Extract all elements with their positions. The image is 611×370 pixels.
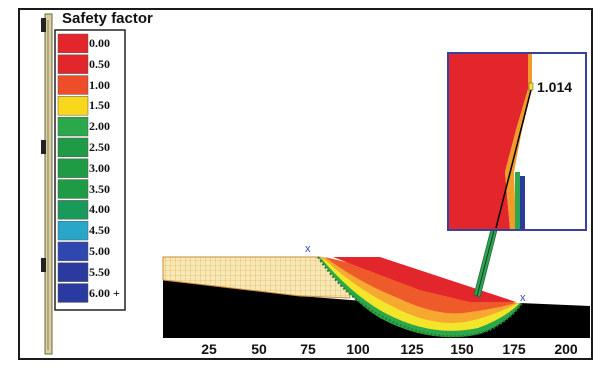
legend-label: 3.50 (89, 181, 110, 196)
legend-swatch (57, 54, 89, 74)
legend-label: 1.50 (89, 98, 110, 113)
legend-label: 5.50 (89, 264, 110, 279)
legend-title: Safety factor (62, 10, 153, 27)
legend-swatch (57, 283, 89, 303)
legend-label: 4.50 (89, 223, 110, 238)
vertical-ruler (41, 13, 53, 355)
legend-swatch (57, 137, 89, 158)
legend-swatch (57, 33, 89, 54)
legend-label: 1.00 (89, 77, 110, 92)
x-tick-label: 100 (346, 341, 370, 357)
legend-panel (54, 29, 126, 311)
toe-marker-icon: x (520, 292, 526, 304)
legend-label: 5.00 (89, 244, 110, 258)
legend-swatch (57, 220, 89, 241)
legend-label: 0.50 (89, 56, 110, 71)
x-tick-label: 50 (251, 341, 267, 357)
legend-swatch (57, 179, 89, 199)
legend-swatch (57, 262, 89, 282)
x-tick-label: 200 (554, 341, 578, 357)
legend-swatch (57, 96, 89, 116)
x-tick-label: 25 (201, 341, 217, 357)
legend-label: 0.00 (89, 36, 110, 50)
x-tick-label: 175 (502, 341, 526, 357)
x-tick-label: 150 (450, 341, 474, 357)
legend-label: 6.00 + (89, 285, 120, 300)
crest-marker-icon: x (305, 243, 311, 255)
safety-factor-value: 1.014 (537, 79, 573, 95)
legend-label: 4.00 (89, 202, 110, 217)
legend-swatch (57, 75, 89, 95)
legend-swatch (57, 116, 89, 137)
legend-label: 2.50 (89, 140, 110, 154)
zoom-inset (447, 52, 587, 231)
failure-wedge (333, 257, 516, 302)
legend-swatch (57, 241, 89, 262)
x-tick-label: 125 (400, 341, 424, 357)
legend-label: 3.00 (89, 160, 110, 175)
legend-swatch (57, 158, 89, 178)
slip-surface (317, 256, 523, 338)
x-tick-label: 75 (300, 341, 316, 357)
legend-label: 2.00 (89, 119, 110, 134)
legend-swatch (57, 200, 89, 220)
slope-model: x x (162, 243, 590, 338)
